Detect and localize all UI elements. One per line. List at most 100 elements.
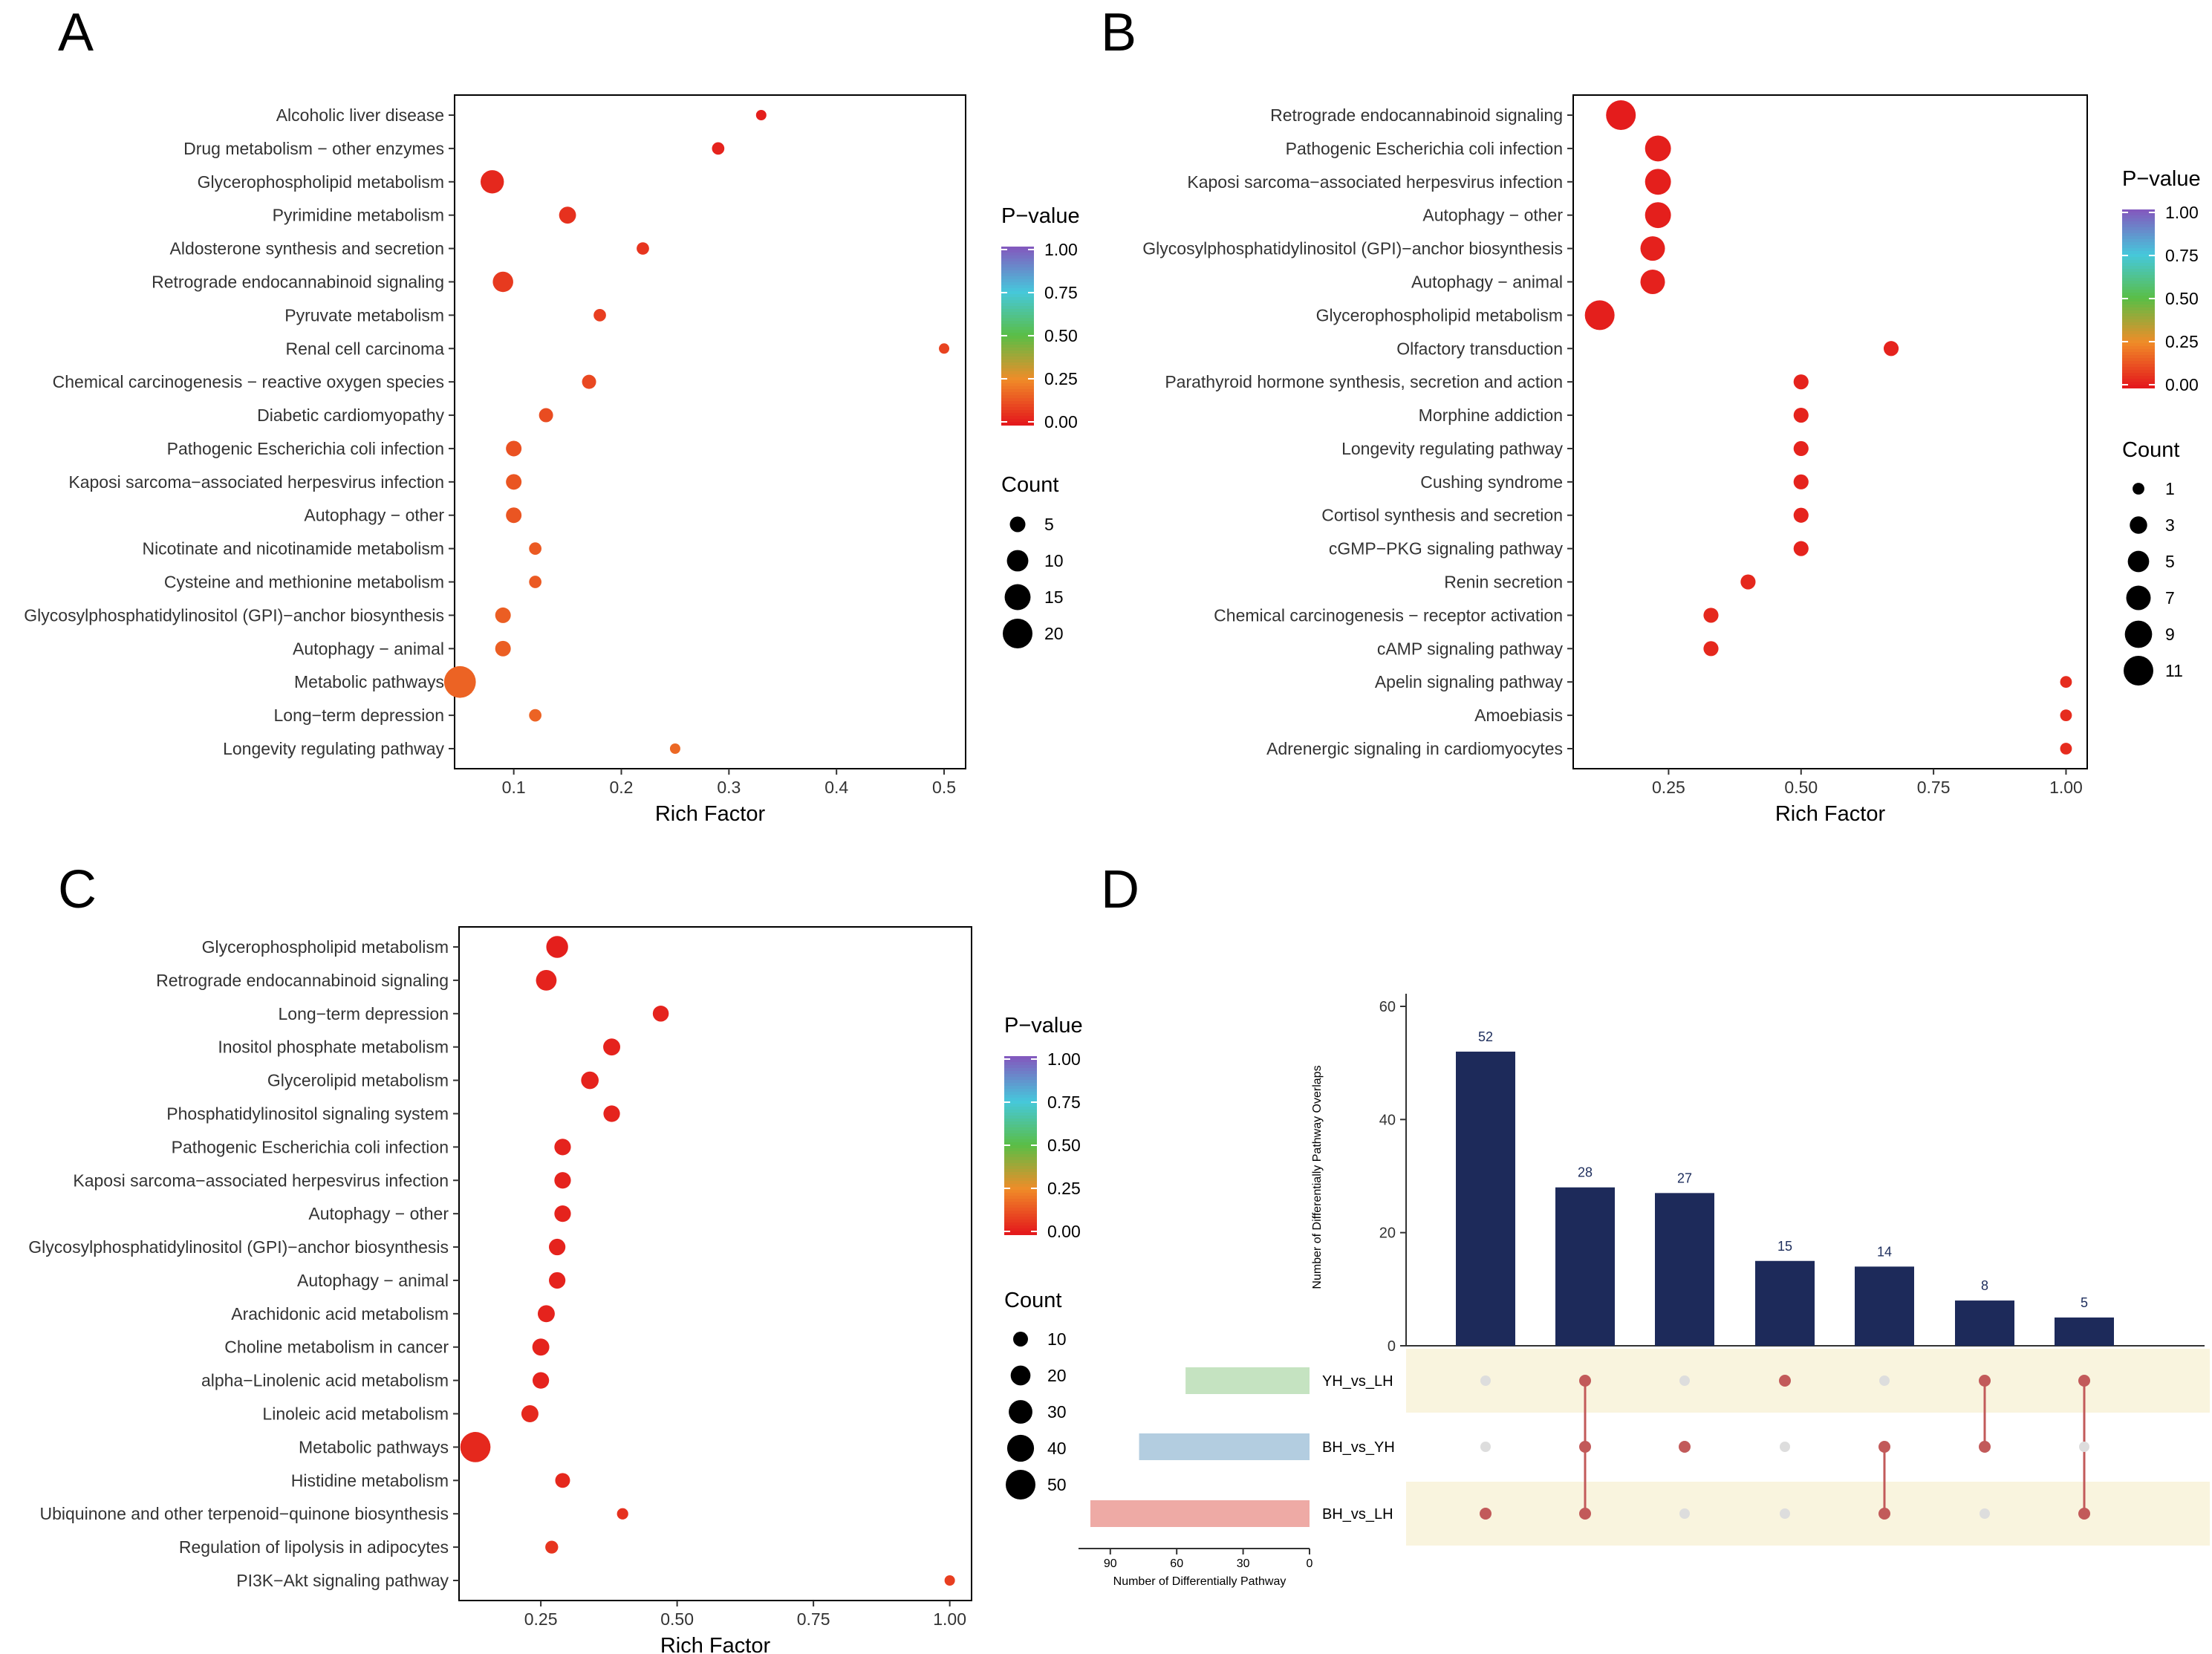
y-tick-label-kaposi-sarcoma-associated-herpesvirus-infection: Kaposi sarcoma−associated herpesvirus in… <box>73 1171 449 1190</box>
pvalue-colorbar-segment <box>1004 1148 1037 1152</box>
pvalue-colorbar-segment <box>1004 1199 1037 1202</box>
y-tick-label-amoebiasis: Amoebiasis <box>1474 706 1563 725</box>
x-tick-label: 0.75 <box>797 1609 830 1629</box>
dot-renal-cell-carcinoma <box>939 343 950 354</box>
pvalue-colorbar-segment <box>1004 1107 1037 1110</box>
dot-glycerophospholipid-metabolism <box>1584 300 1615 331</box>
pvalue-colorbar-segment <box>2122 266 2155 270</box>
pvalue-colorbar-segment <box>1004 1130 1037 1134</box>
pvalue-colorbar-segment <box>1004 1172 1037 1176</box>
y-tick-label-kaposi-sarcoma-associated-herpesvirus-infection: Kaposi sarcoma−associated herpesvirus in… <box>1187 172 1563 192</box>
intersection-bar-label: 27 <box>1677 1171 1692 1185</box>
pvalue-colorbar-segment <box>1001 267 1034 271</box>
y-tick-label-cysteine-and-methionine-metabolism: Cysteine and methionine metabolism <box>164 573 444 592</box>
pvalue-colorbar-segment <box>1001 374 1034 378</box>
dot-pathogenic-escherichia-coli-infection <box>1645 135 1671 162</box>
pvalue-colorbar-segment <box>1004 1166 1037 1170</box>
matrix-stripe <box>1406 1482 2210 1546</box>
pvalue-colorbar-segment <box>1001 330 1034 333</box>
plot-border <box>1572 94 2088 769</box>
y-tick-label-longevity-regulating-pathway: Longevity regulating pathway <box>1341 439 1563 458</box>
pvalue-colorbar-segment <box>2122 358 2155 362</box>
pvalue-colorbar-segment <box>1004 1121 1037 1125</box>
pvalue-colorbar-segment <box>1004 1056 1037 1060</box>
dot-pyruvate-metabolism <box>593 309 606 322</box>
pvalue-colorbar-segment <box>1001 416 1034 420</box>
y-tick-label-apelin-signaling-pathway: Apelin signaling pathway <box>1375 672 1564 691</box>
pvalue-colorbar-segment <box>1004 1101 1037 1104</box>
dot-glycerophospholipid-metabolism <box>546 936 568 958</box>
pvalue-colorbar-segment <box>1004 1116 1037 1119</box>
pvalue-colorbar-segment <box>1001 410 1034 414</box>
pvalue-colorbar-segment <box>2122 251 2155 255</box>
dot-pi3k-akt-signaling-pathway <box>944 1575 955 1586</box>
set-size-bar-bh-vs-yh <box>1139 1433 1310 1460</box>
count-legend-dot <box>1006 550 1029 572</box>
matrix-dot-inactive <box>1780 1442 1790 1452</box>
pvalue-legend-title: P−value <box>1001 204 1080 228</box>
count-legend-dot <box>2127 550 2150 573</box>
pvalue-colorbar-segment <box>1004 1154 1037 1158</box>
dot-long-term-depression <box>529 709 541 722</box>
pvalue-colorbar-segment <box>2122 364 2155 368</box>
pvalue-colorbar-segment <box>2122 355 2155 359</box>
dot-phosphatidylinositol-signaling-system <box>603 1105 620 1122</box>
count-legend-label: 30 <box>1047 1402 1067 1422</box>
dot-metabolic-pathways <box>460 1432 491 1462</box>
y-tick-label-morphine-addiction: Morphine addiction <box>1419 406 1563 425</box>
count-legend-label: 9 <box>2165 625 2175 644</box>
count-legend-dot <box>1013 1332 1028 1347</box>
x-tick-label: 0.5 <box>932 778 956 797</box>
pvalue-colorbar-segment <box>1004 1202 1037 1205</box>
pvalue-legend-label: 1.00 <box>2165 203 2199 222</box>
intersection-bar-label: 28 <box>1578 1165 1593 1180</box>
pvalue-colorbar-segment <box>1001 359 1034 363</box>
dot-linoleic-acid-metabolism <box>521 1405 539 1422</box>
pvalue-colorbar-segment <box>1004 1157 1037 1161</box>
matrix-dot-inactive <box>1780 1508 1790 1519</box>
dot-apelin-signaling-pathway <box>2060 676 2072 688</box>
matrix-dot-active <box>1979 1441 1991 1453</box>
matrix-dot-active <box>1480 1508 1492 1520</box>
pvalue-colorbar-segment <box>1004 1068 1037 1072</box>
dot-arachidonic-acid-metabolism <box>537 1305 555 1323</box>
pvalue-colorbar-segment <box>1004 1225 1037 1229</box>
dot-glycerolipid-metabolism <box>581 1071 599 1090</box>
x-tick-label: 0.75 <box>1917 778 1951 797</box>
intersection-bar-28 <box>1555 1187 1615 1346</box>
upset-y-tick-label: 0 <box>1388 1338 1396 1355</box>
pvalue-colorbar-segment <box>1001 309 1034 313</box>
pvalue-colorbar-segment <box>2122 352 2155 356</box>
pvalue-colorbar-segment <box>2122 209 2155 213</box>
pvalue-colorbar-segment <box>1001 327 1034 331</box>
panel-letter-d: D <box>1101 860 1139 919</box>
pvalue-colorbar-segment <box>1001 291 1034 295</box>
pvalue-legend-label: 0.75 <box>1044 283 1078 302</box>
pvalue-colorbar-segment <box>2122 290 2155 293</box>
set-size-bar-bh-vs-lh <box>1090 1500 1310 1527</box>
count-legend-dot <box>1009 516 1026 533</box>
x-tick-label: 0.25 <box>524 1609 558 1629</box>
pvalue-colorbar-segment <box>1001 342 1034 345</box>
intersection-bar-label: 14 <box>1877 1244 1892 1259</box>
pvalue-colorbar-segment <box>1001 255 1034 259</box>
pvalue-colorbar-segment <box>1004 1074 1037 1078</box>
pvalue-legend-title: P−value <box>1004 1014 1083 1038</box>
dot-long-term-depression <box>652 1006 669 1022</box>
y-tick-label-metabolic-pathways: Metabolic pathways <box>299 1437 449 1456</box>
pvalue-colorbar-segment <box>1001 365 1034 369</box>
pvalue-colorbar-segment <box>2122 254 2155 258</box>
pvalue-colorbar-segment <box>1004 1139 1037 1143</box>
dot-retrograde-endocannabinoid-signaling <box>536 969 557 991</box>
pvalue-colorbar-segment <box>2122 307 2155 311</box>
pvalue-legend-label: 0.00 <box>2165 375 2199 394</box>
pvalue-colorbar-segment <box>1001 312 1034 316</box>
pvalue-colorbar-segment <box>1001 422 1034 426</box>
pvalue-colorbar-segment <box>1001 345 1034 348</box>
pvalue-colorbar-segment <box>1001 380 1034 384</box>
pvalue-colorbar-segment <box>1001 383 1034 387</box>
pvalue-colorbar-segment <box>1001 398 1034 402</box>
y-tick-label-kaposi-sarcoma-associated-herpesvirus-infection: Kaposi sarcoma−associated herpesvirus in… <box>68 472 444 492</box>
y-tick-label-ubiquinone-and-other-terpenoid-quinone-biosynthesis: Ubiquinone and other terpenoid−quinone b… <box>40 1504 449 1523</box>
pvalue-colorbar-segment <box>2122 325 2155 329</box>
